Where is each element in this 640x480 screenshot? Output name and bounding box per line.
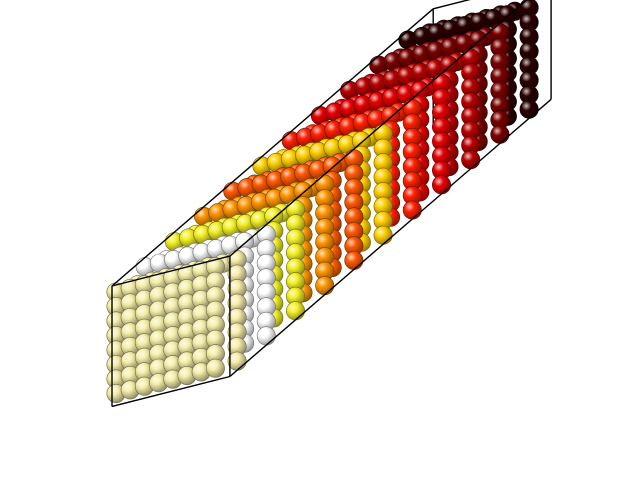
box-edge (111, 8, 434, 287)
box-edge (111, 375, 231, 408)
atom-layer-9 (461, 150, 481, 170)
atoms-group (106, 0, 539, 403)
atom-top-surface (205, 358, 225, 378)
atom-bottom-surface (519, 99, 539, 119)
atom-layer-10 (490, 124, 510, 144)
atom-layer-2 (256, 326, 276, 346)
atom-layer-4 (315, 276, 335, 296)
atom-top-surface (227, 351, 247, 371)
atom-layer-8 (431, 175, 451, 195)
box-edge (229, 0, 528, 257)
atom-layer-3 (285, 301, 305, 321)
simulation-box-front-edges (111, 0, 552, 408)
box-edge (111, 255, 231, 287)
box-edge (433, 0, 471, 10)
atom-layer-5 (344, 250, 364, 270)
atom-layer-7 (402, 200, 422, 220)
box-edge (229, 98, 552, 378)
atom-layer-6 (373, 225, 393, 245)
